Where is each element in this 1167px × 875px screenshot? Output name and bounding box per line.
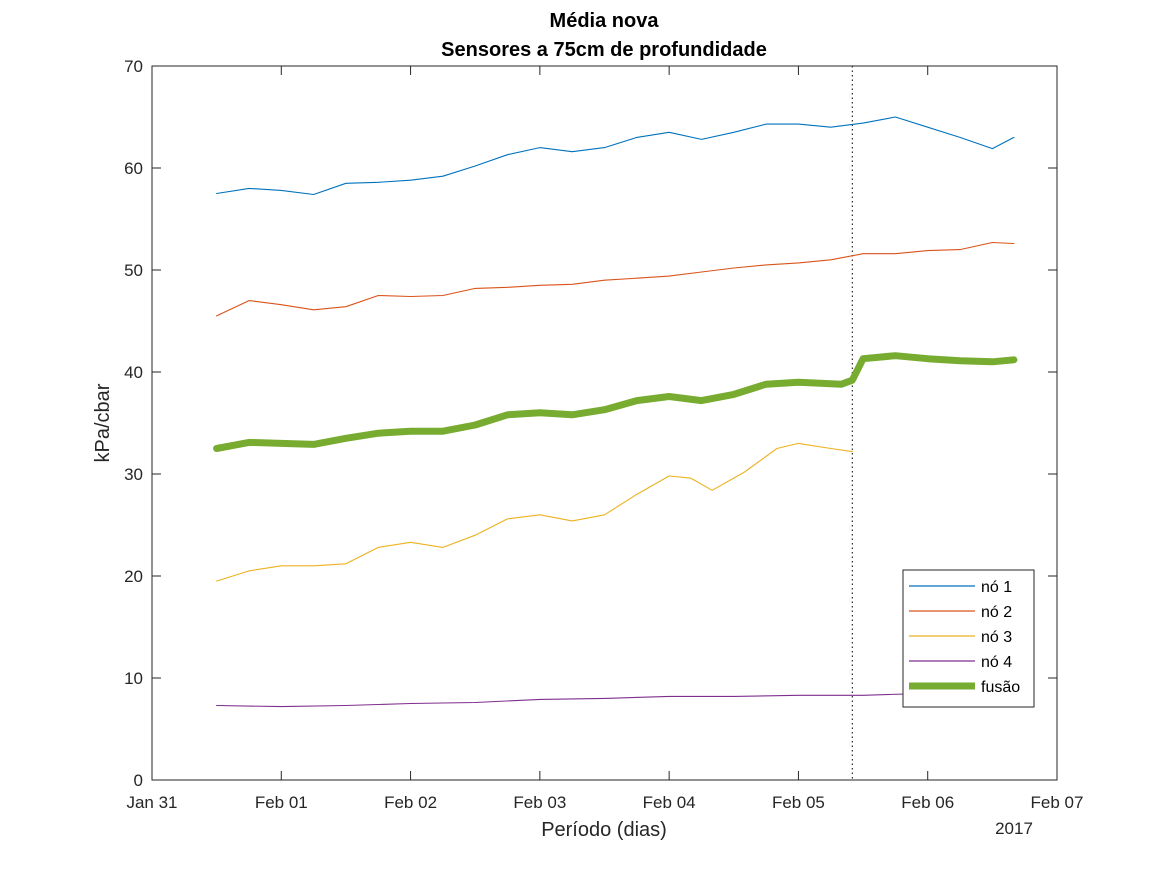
y-tick-label: 70 [124,57,143,76]
x-tick-label: Feb 06 [901,793,954,812]
chart-title: Média nova [550,10,660,32]
chart-subtitle: Sensores a 75cm de profundidade [441,39,767,61]
legend-label-4: nó 4 [981,654,1012,671]
legend-label-2: nó 2 [981,604,1012,621]
x-tick-label: Feb 03 [513,793,566,812]
y-tick-label: 20 [124,567,143,586]
y-tick-label: 30 [124,465,143,484]
legend: nó 1 nó 2 nó 3 nó 4 fusão [902,569,1035,708]
x-year-label: 2017 [995,819,1033,838]
x-tick-label: Jan 31 [126,793,177,812]
axes-box [151,65,1058,781]
y-axis-label: kPa/cbar [92,383,114,462]
series-line-5 [213,352,1018,452]
x-tick-label: Feb 05 [772,793,825,812]
y-tick-label: 40 [124,363,143,382]
x-tick-label: Feb 01 [255,793,308,812]
x-tick-label: Feb 02 [384,793,437,812]
x-tick-label: Feb 04 [643,793,696,812]
x-axis-label: Período (dias) [541,819,667,841]
series-line-1 [216,116,1015,196]
y-tick-label: 10 [124,669,143,688]
y-tick-label: 60 [124,159,143,178]
legend-label-1: nó 1 [981,579,1012,596]
legend-label-3: nó 3 [981,629,1012,646]
series-line-2 [216,241,1015,317]
y-tick-label: 50 [124,261,143,280]
y-tick-label: 0 [134,771,143,790]
series-line-3 [216,442,853,582]
x-tick-label: Feb 07 [1031,793,1084,812]
axis-ticks: 0 10 20 30 40 50 60 70 Jan 31 Feb 01 Feb 02 Feb 03 F… [124,57,1083,812]
legend-label-5: fusão [981,679,1020,696]
